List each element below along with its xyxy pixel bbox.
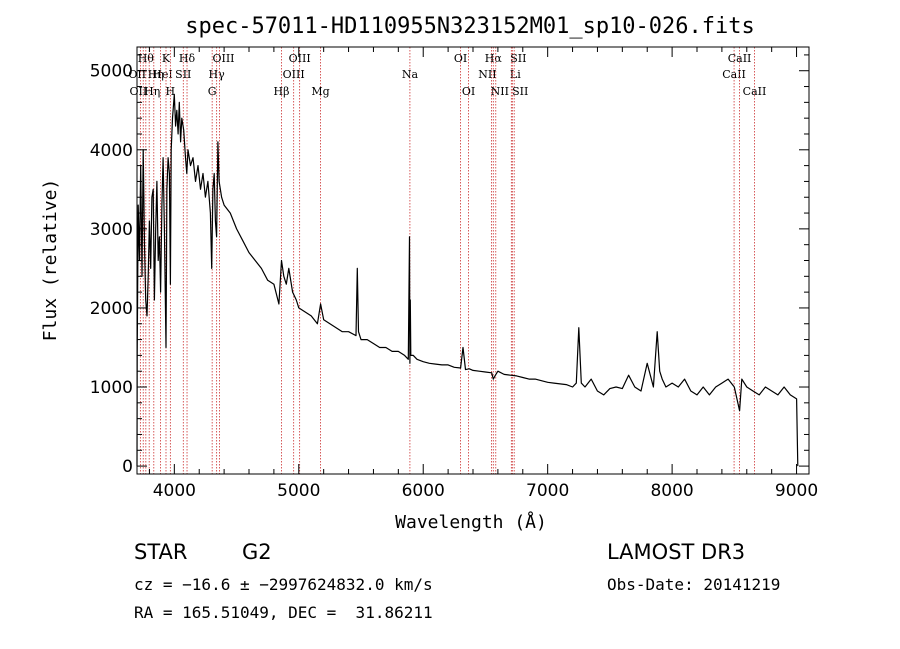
coordinates: RA = 165.51049, DEC = 31.86211 [134, 603, 433, 622]
axis-ticks: 4000 5000 6000 7000 8000 9000 0 1000 2000 3000 400… [90, 47, 818, 501]
x-tick-label-7000: 7000 [526, 481, 569, 501]
line-label-25: SII [512, 85, 528, 98]
y-axis-label: Flux (relative) [40, 179, 61, 342]
survey-name: LAMOST DR3 [607, 540, 746, 564]
spectrum-series-line [136, 93, 799, 467]
line-label-3: Hη [144, 85, 160, 98]
y-tick-label-4000: 4000 [90, 141, 133, 161]
line-label-21: Hα [485, 52, 503, 65]
line-label-19: OI [462, 85, 475, 98]
redshift-text: cz = −16.6 ± −2997624832.0 km/s [134, 575, 433, 594]
x-axis-label: Wavelength (Å) [395, 511, 547, 533]
y-tick-label-0: 0 [122, 457, 133, 477]
x-tick-label-5000: 5000 [277, 481, 320, 501]
line-label-0: OII [130, 85, 148, 98]
line-label-20: NII [478, 68, 496, 81]
obs-date: Obs-Date: 20141219 [607, 575, 781, 594]
line-label-24: SII [510, 52, 526, 65]
line-label-22: NII [491, 85, 509, 98]
x-tick-label-6000: 6000 [402, 481, 445, 501]
object-class: STAR [134, 540, 188, 564]
line-label-8: SII [175, 68, 191, 81]
line-label-16: Mg [311, 85, 329, 98]
y-tick-label-5000: 5000 [90, 62, 133, 82]
line-label-11: Hγ [209, 68, 226, 81]
line-label-4: Hη [148, 68, 164, 81]
line-label-18: OI [454, 52, 467, 65]
line-label-6: K [162, 52, 171, 65]
line-label-9: Hδ [179, 52, 196, 65]
line-label-2: Hθ [138, 52, 155, 65]
line-label-17: Na [402, 68, 419, 81]
line-markers: OIIOIIHθHηHηHeIKHSIIHδGHγOIIIHβOIIIOIIIM… [128, 47, 766, 474]
plot-frame [136, 46, 810, 475]
line-label-27: CaII [728, 52, 752, 65]
line-label-13: Hβ [274, 85, 290, 98]
x-tick-label-8000: 8000 [650, 481, 693, 501]
line-label-26: CaII [722, 68, 746, 81]
y-tick-label-2000: 2000 [90, 299, 133, 319]
y-tick-label-1000: 1000 [90, 378, 133, 398]
object-subclass: G2 [242, 540, 272, 564]
line-label-28: CaII [743, 85, 767, 98]
line-label-14: OIII [283, 68, 305, 81]
line-label-10: G [208, 85, 217, 98]
line-label-5: HeI [152, 68, 172, 81]
line-label-23: Li [510, 68, 521, 81]
line-label-15: OIII [289, 52, 311, 65]
chart-title: spec-57011-HD110955N323152M01_sp10-026.f… [185, 14, 755, 39]
x-tick-label-4000: 4000 [153, 481, 196, 501]
y-tick-label-3000: 3000 [90, 220, 133, 240]
x-tick-label-9000: 9000 [775, 481, 818, 501]
line-label-12: OIII [212, 52, 234, 65]
line-label-7: H [166, 85, 176, 98]
